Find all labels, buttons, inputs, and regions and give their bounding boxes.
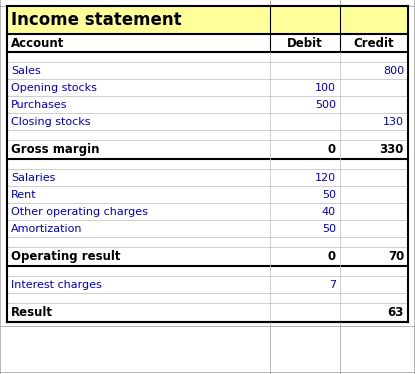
Text: 100: 100 xyxy=(315,83,336,92)
Text: Result: Result xyxy=(11,306,53,319)
Bar xyxy=(7,220,408,237)
Bar xyxy=(7,203,408,220)
Bar xyxy=(7,6,408,34)
Text: 800: 800 xyxy=(383,65,404,76)
Bar xyxy=(7,186,408,203)
Text: 500: 500 xyxy=(315,99,336,110)
Bar xyxy=(7,34,408,52)
Bar xyxy=(7,52,408,62)
Bar xyxy=(7,96,408,113)
Bar xyxy=(7,169,408,186)
Bar xyxy=(7,247,408,266)
Text: 0: 0 xyxy=(328,143,336,156)
Text: 40: 40 xyxy=(322,206,336,217)
Text: Rent: Rent xyxy=(11,190,37,199)
Text: Account: Account xyxy=(11,37,64,49)
Bar xyxy=(7,276,408,293)
Text: 120: 120 xyxy=(315,172,336,183)
Text: Amortization: Amortization xyxy=(11,224,83,233)
Bar xyxy=(7,130,408,140)
Text: Other operating charges: Other operating charges xyxy=(11,206,148,217)
Text: Credit: Credit xyxy=(354,37,394,49)
Bar xyxy=(7,266,408,276)
Bar xyxy=(7,237,408,247)
Bar xyxy=(7,293,408,303)
Text: Closing stocks: Closing stocks xyxy=(11,116,90,126)
Bar xyxy=(7,79,408,96)
Text: Purchases: Purchases xyxy=(11,99,68,110)
Text: Opening stocks: Opening stocks xyxy=(11,83,97,92)
Bar xyxy=(7,62,408,79)
Text: Interest charges: Interest charges xyxy=(11,279,102,289)
Text: 70: 70 xyxy=(388,250,404,263)
Text: 7: 7 xyxy=(329,279,336,289)
Text: Gross margin: Gross margin xyxy=(11,143,100,156)
Text: Debit: Debit xyxy=(287,37,323,49)
Text: 50: 50 xyxy=(322,224,336,233)
Text: Income statement: Income statement xyxy=(11,11,182,29)
Bar xyxy=(7,140,408,159)
Text: 63: 63 xyxy=(388,306,404,319)
Bar xyxy=(7,303,408,322)
Text: 0: 0 xyxy=(328,250,336,263)
Bar xyxy=(7,113,408,130)
Bar xyxy=(7,159,408,169)
Text: 330: 330 xyxy=(380,143,404,156)
Text: Salaries: Salaries xyxy=(11,172,55,183)
Text: 130: 130 xyxy=(383,116,404,126)
Text: Sales: Sales xyxy=(11,65,41,76)
Text: 50: 50 xyxy=(322,190,336,199)
Text: Operating result: Operating result xyxy=(11,250,120,263)
